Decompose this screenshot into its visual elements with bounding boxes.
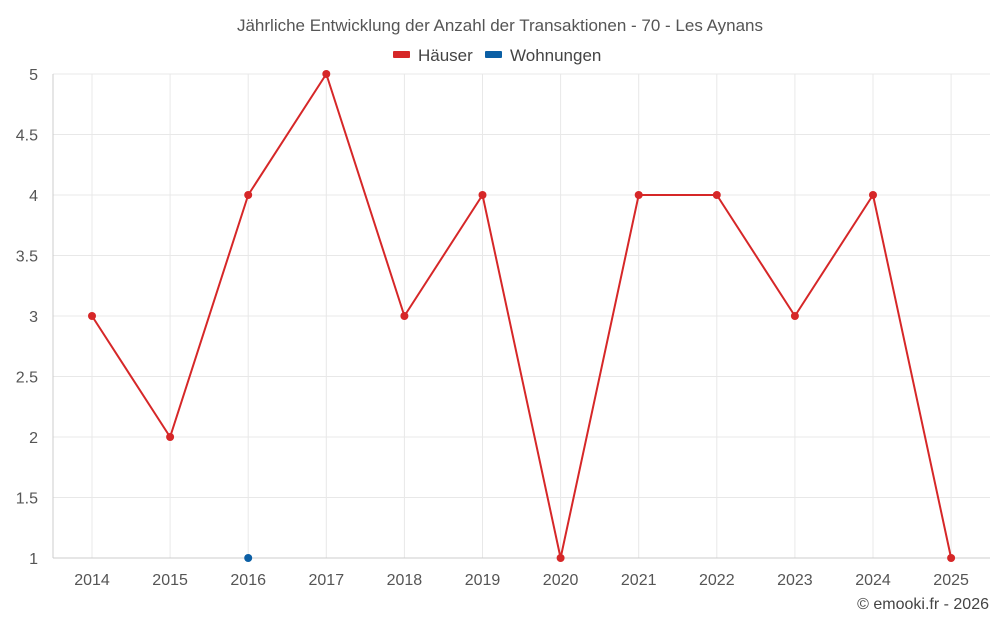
x-tick-label: 2018: [387, 572, 423, 589]
x-tick-label: 2014: [74, 572, 110, 589]
y-tick-label: 1.5: [16, 491, 38, 508]
axes: [52, 74, 990, 559]
y-tick-label: 2.5: [16, 370, 38, 387]
x-tick-label: 2024: [855, 572, 891, 589]
series-0-point[interactable]: [556, 554, 565, 562]
series-0-point[interactable]: [712, 191, 721, 199]
series-line-0: [91, 73, 953, 559]
x-tick-label: 2017: [309, 572, 345, 589]
x-tick-label: 2015: [152, 572, 188, 589]
y-tick-label: 4: [29, 188, 38, 205]
x-tick-label: 2023: [777, 572, 813, 589]
series-1-point[interactable]: [244, 554, 253, 562]
x-tick-label: 2016: [230, 572, 266, 589]
legend-item-wohnungen[interactable]: Wohnungen: [485, 46, 601, 65]
x-tick-label: 2022: [699, 572, 735, 589]
series-0-point[interactable]: [244, 191, 253, 199]
series-0-point[interactable]: [400, 312, 409, 320]
series-0-point[interactable]: [88, 312, 96, 320]
y-tick-label: 5: [29, 67, 38, 84]
series-0-point[interactable]: [166, 433, 175, 441]
x-tick-label: 2020: [543, 572, 579, 589]
legend: Häuser Wohnungen: [393, 46, 601, 65]
legend-label-wohnungen: Wohnungen: [510, 46, 601, 65]
series-layer: [88, 70, 956, 562]
legend-swatch-haeuser: [393, 51, 410, 58]
y-tick-label: 3.5: [16, 249, 38, 266]
legend-item-haeuser[interactable]: Häuser: [393, 46, 473, 65]
series-0-point[interactable]: [947, 554, 956, 562]
tick-labels: 1 1.5 2 2.5 3 3.5 4 4.5 5 2014 2015 2016 2017 2018 201…: [16, 67, 969, 589]
x-tick-label: 2025: [933, 572, 969, 589]
series-0-point[interactable]: [790, 312, 799, 320]
legend-swatch-wohnungen: [485, 51, 502, 58]
y-tick-label: 3: [29, 309, 38, 326]
series-0-point[interactable]: [322, 70, 331, 78]
chart-title: Jährliche Entwicklung der Anzahl der Tra…: [237, 16, 763, 35]
legend-label-haeuser: Häuser: [418, 46, 473, 65]
x-tick-label: 2021: [621, 572, 657, 589]
series-0-point[interactable]: [478, 191, 487, 199]
y-tick-label: 1: [29, 551, 38, 568]
series-0-point[interactable]: [869, 191, 877, 199]
grid: [53, 73, 990, 559]
series-0-point[interactable]: [634, 191, 643, 199]
y-tick-label: 4.5: [16, 128, 38, 145]
source-credit: © emooki.fr - 2026: [857, 596, 989, 613]
x-tick-label: 2019: [465, 572, 501, 589]
y-tick-label: 2: [29, 430, 38, 447]
